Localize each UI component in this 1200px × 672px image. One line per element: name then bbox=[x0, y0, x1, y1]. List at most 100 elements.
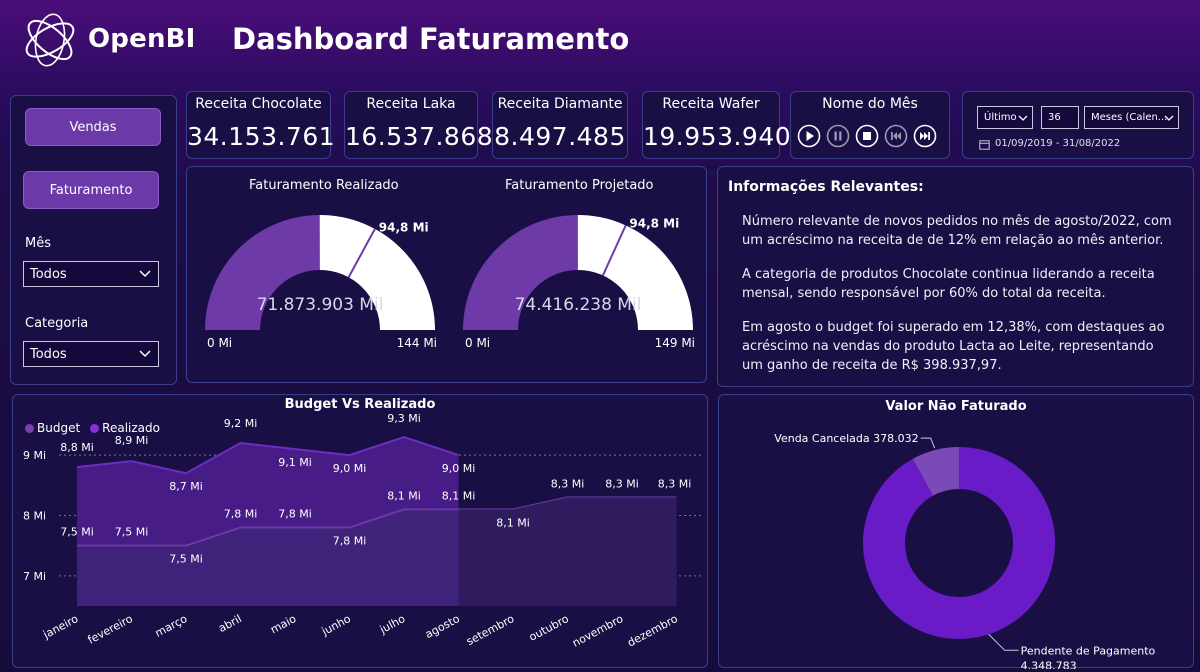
x-tick-label: setembro bbox=[464, 612, 517, 648]
vendas-button[interactable]: Vendas bbox=[25, 108, 161, 146]
faturamento-button[interactable]: Faturamento bbox=[23, 171, 159, 209]
legend-item-realizado[interactable]: Realizado bbox=[90, 421, 160, 435]
page-title: Dashboard Faturamento bbox=[232, 22, 630, 56]
x-tick-label: maio bbox=[268, 612, 298, 636]
realizado-data-label: 9,1 Mi bbox=[278, 456, 312, 469]
donut-title: Valor Não Faturado bbox=[885, 399, 1027, 414]
chevron-down-icon bbox=[139, 350, 151, 358]
legend-dot-realizado bbox=[90, 423, 100, 433]
kpi-card-wafer: Receita Wafer 19.953.940 bbox=[642, 91, 792, 159]
categoria-dropdown[interactable]: Todos bbox=[23, 341, 159, 367]
budget-chart-title: Budget Vs Realizado bbox=[284, 397, 436, 412]
kpi-value: 16.537.868 bbox=[345, 122, 494, 151]
budget-data-label: 8,3 Mi bbox=[658, 477, 692, 490]
donut-slice-venda-cancelada bbox=[912, 447, 959, 496]
budget-data-label: 8,3 Mi bbox=[551, 477, 585, 490]
mes-label: Mês bbox=[25, 236, 51, 251]
budget-data-label: 7,5 Mi bbox=[169, 553, 203, 566]
x-tick-label: agosto bbox=[423, 612, 462, 641]
x-tick-label: junho bbox=[319, 612, 353, 638]
donut-leader-line bbox=[920, 437, 936, 449]
gauge-projetado-title: Faturamento Projetado bbox=[505, 178, 654, 193]
legend-item-budget[interactable]: Budget bbox=[25, 421, 80, 435]
budget-chart-panel: Budget Vs Realizado Budget Realizado 7 M… bbox=[12, 394, 708, 668]
gauge-max-label: 149 Mi bbox=[655, 336, 695, 350]
kpi-value: 8.497.485 bbox=[494, 122, 626, 151]
calendar-icon bbox=[979, 140, 990, 150]
realizado-data-label: 9,3 Mi bbox=[387, 412, 421, 425]
categoria-label: Categoria bbox=[25, 316, 89, 331]
mes-dropdown[interactable]: Todos bbox=[23, 261, 159, 287]
date-count-value: 36 bbox=[1048, 112, 1061, 123]
gauge-value-label: 74.416.238 Mil bbox=[515, 295, 642, 315]
x-tick-label: outubro bbox=[527, 612, 571, 644]
kpi-card-laka: Receita Laka 16.537.868 bbox=[344, 91, 494, 159]
budget-data-label: 7,8 Mi bbox=[333, 535, 367, 548]
donut-leader-line bbox=[988, 633, 1019, 651]
budget-data-label: 7,8 Mi bbox=[224, 508, 258, 521]
gauge-value-label: 71.873.903 Mil bbox=[257, 295, 384, 315]
y-tick-label: 9 Mi bbox=[23, 449, 46, 462]
donut-panel: Valor Não Faturado Venda Cancelada 378.0… bbox=[718, 394, 1194, 669]
date-mode-dropdown[interactable]: Último bbox=[977, 106, 1033, 129]
realizado-data-label: 8,7 Mi bbox=[169, 480, 203, 493]
date-unit-dropdown[interactable]: Meses (Calen... bbox=[1084, 106, 1179, 129]
chevron-down-icon bbox=[1164, 115, 1174, 121]
budget-data-label: 7,8 Mi bbox=[278, 508, 312, 521]
realizado-data-label: 8,9 Mi bbox=[115, 434, 149, 447]
kpi-label: Receita Wafer bbox=[662, 96, 760, 112]
gauge-target-marker bbox=[347, 228, 376, 278]
brand-name: OpenBI bbox=[88, 24, 196, 54]
realizado-data-label: 8,8 Mi bbox=[60, 441, 94, 454]
gauge-value-arc bbox=[205, 215, 320, 330]
date-mode-value: Último bbox=[984, 112, 1017, 123]
kpi-value: 19.953.940 bbox=[643, 122, 792, 151]
previous-icon[interactable] bbox=[884, 124, 908, 148]
info-paragraph: Número relevante de novos pedidos no mês… bbox=[742, 214, 1172, 248]
legend-label-realizado: Realizado bbox=[102, 421, 160, 435]
next-icon[interactable] bbox=[913, 124, 937, 148]
donut-chart: Venda Cancelada 378.032 Pendente de Pagam… bbox=[774, 432, 1156, 669]
gauge-min-label: 0 Mi bbox=[207, 336, 232, 350]
kpi-label: Receita Chocolate bbox=[195, 96, 322, 112]
x-tick-label: dezembro bbox=[625, 612, 680, 649]
realizado-data-label: 9,0 Mi bbox=[442, 462, 476, 475]
budget-data-label: 8,3 Mi bbox=[605, 477, 639, 490]
gauge-realizado-title: Faturamento Realizado bbox=[249, 178, 399, 193]
info-paragraph: Em agosto o budget foi superado em 12,38… bbox=[742, 320, 1165, 373]
gauge-remaining-arc bbox=[319, 215, 435, 330]
gauge-value-arc bbox=[463, 215, 578, 330]
donut-value-pendente: 4.348.783 bbox=[1021, 659, 1077, 669]
info-panel: Informações Relevantes: Número relevante… bbox=[717, 166, 1194, 387]
date-count-input[interactable]: 36 bbox=[1041, 106, 1079, 129]
x-tick-label: abril bbox=[216, 612, 244, 635]
gauge-target-label: 94,8 Mi bbox=[379, 220, 429, 234]
donut-label-pendente: Pendente de Pagamento bbox=[1021, 644, 1156, 657]
budget-data-label: 8,1 Mi bbox=[387, 489, 421, 502]
openbi-logo-icon bbox=[25, 13, 75, 67]
x-tick-label: julho bbox=[377, 612, 408, 637]
kpi-card-diamante: Receita Diamante 8.497.485 bbox=[492, 91, 628, 159]
chevron-down-icon bbox=[139, 270, 151, 278]
stop-icon[interactable] bbox=[855, 124, 879, 148]
gauge-min-label: 0 Mi bbox=[465, 336, 490, 350]
x-tick-label: novembro bbox=[570, 612, 626, 650]
date-unit-value: Meses (Calen... bbox=[1091, 112, 1168, 123]
y-tick-label: 7 Mi bbox=[23, 570, 46, 583]
budget-area-chart: 7 Mi 8 Mi 9 Mi 8,8 Mi 8,9 Mi 8,7 Mi 9,2 Mi 9,1 … bbox=[23, 412, 703, 650]
play-axis-panel: Nome do Mês bbox=[790, 91, 950, 159]
mes-dropdown-value: Todos bbox=[30, 266, 67, 282]
kpi-label: Receita Diamante bbox=[497, 96, 623, 112]
pause-icon[interactable] bbox=[826, 124, 850, 148]
play-icon[interactable] bbox=[797, 124, 821, 148]
gauge-max-label: 144 Mi bbox=[397, 336, 437, 350]
budget-data-label: 8,1 Mi bbox=[442, 489, 476, 502]
donut-slice-pendente-pagamento bbox=[863, 447, 1055, 639]
gauges-panel: Faturamento Realizado Faturamento Projet… bbox=[186, 166, 707, 383]
kpi-card-chocolate: Receita Chocolate 34.153.761 bbox=[186, 91, 335, 159]
y-tick-label: 8 Mi bbox=[23, 509, 46, 522]
chevron-down-icon bbox=[1018, 115, 1028, 121]
info-paragraph: A categoria de produtos Chocolate contin… bbox=[742, 267, 1155, 301]
kpi-label: Receita Laka bbox=[366, 96, 456, 112]
legend-label-budget: Budget bbox=[37, 421, 81, 435]
